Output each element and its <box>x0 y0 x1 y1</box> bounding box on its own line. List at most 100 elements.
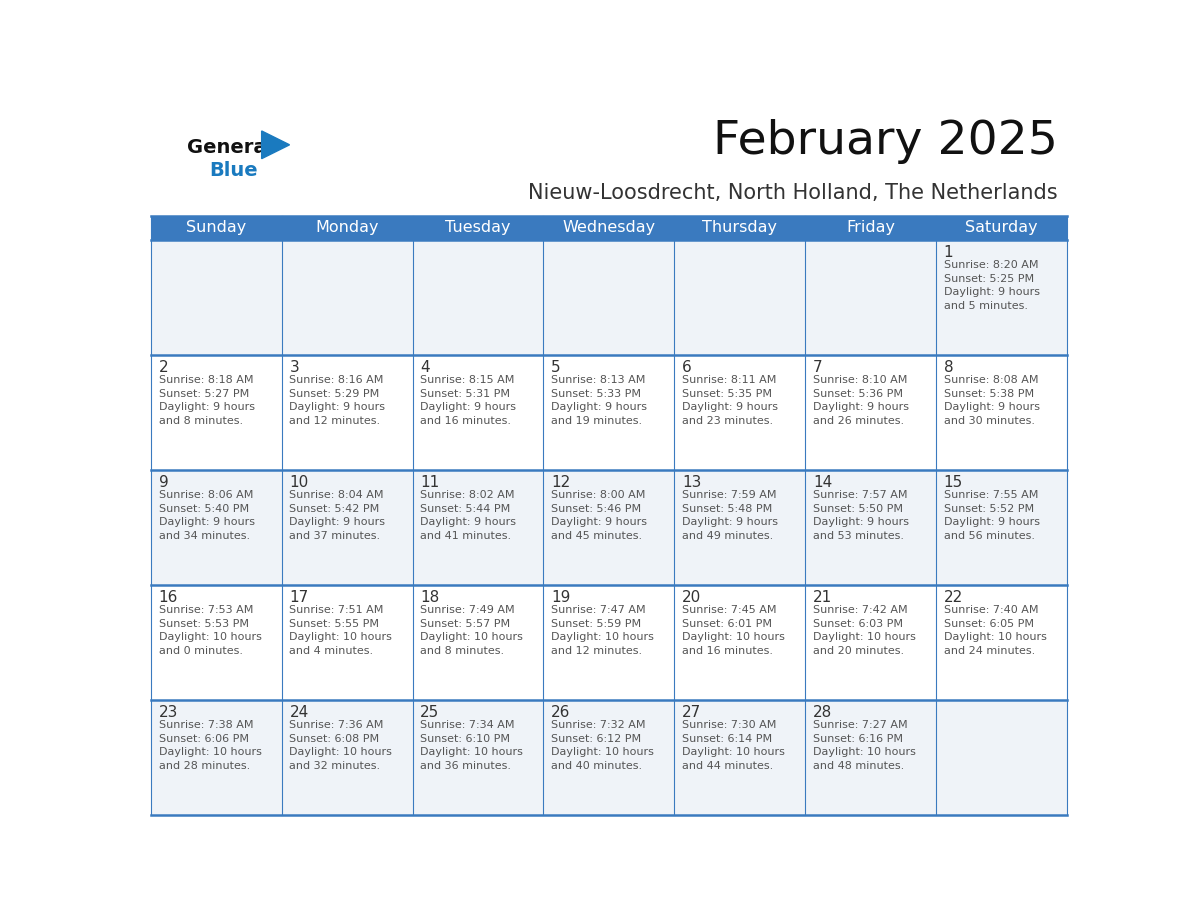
Text: Sunset: 5:59 PM: Sunset: 5:59 PM <box>551 619 642 629</box>
Bar <box>543 240 675 354</box>
Text: Sunset: 6:14 PM: Sunset: 6:14 PM <box>682 733 772 744</box>
Text: and 41 minutes.: and 41 minutes. <box>421 531 511 541</box>
Text: and 48 minutes.: and 48 minutes. <box>813 761 904 771</box>
Text: Daylight: 10 hours: Daylight: 10 hours <box>943 633 1047 643</box>
Bar <box>151 585 282 700</box>
Text: 19: 19 <box>551 590 570 605</box>
Text: and 5 minutes.: and 5 minutes. <box>943 301 1028 310</box>
Text: Sunset: 5:36 PM: Sunset: 5:36 PM <box>813 389 903 398</box>
Text: Saturday: Saturday <box>965 220 1038 236</box>
Text: 6: 6 <box>682 360 691 375</box>
Text: Daylight: 9 hours: Daylight: 9 hours <box>813 402 909 412</box>
Text: 9: 9 <box>158 475 169 490</box>
Text: Sunset: 6:12 PM: Sunset: 6:12 PM <box>551 733 642 744</box>
Text: Sunset: 6:05 PM: Sunset: 6:05 PM <box>943 619 1034 629</box>
Text: 20: 20 <box>682 590 701 605</box>
Text: Daylight: 9 hours: Daylight: 9 hours <box>551 402 647 412</box>
Text: Daylight: 9 hours: Daylight: 9 hours <box>813 518 909 527</box>
Text: 25: 25 <box>421 705 440 720</box>
Text: Sunrise: 7:45 AM: Sunrise: 7:45 AM <box>682 606 777 615</box>
Text: 14: 14 <box>813 475 832 490</box>
Text: Daylight: 9 hours: Daylight: 9 hours <box>290 518 385 527</box>
Bar <box>675 354 805 470</box>
Text: Daylight: 10 hours: Daylight: 10 hours <box>421 747 523 757</box>
Text: Sunrise: 8:13 AM: Sunrise: 8:13 AM <box>551 375 645 386</box>
Text: and 12 minutes.: and 12 minutes. <box>551 646 643 655</box>
Text: Sunrise: 8:10 AM: Sunrise: 8:10 AM <box>813 375 908 386</box>
Bar <box>412 700 543 814</box>
Text: Sunset: 5:46 PM: Sunset: 5:46 PM <box>551 504 642 514</box>
Text: Sunset: 6:08 PM: Sunset: 6:08 PM <box>290 733 379 744</box>
Text: and 8 minutes.: and 8 minutes. <box>421 646 505 655</box>
Text: Daylight: 10 hours: Daylight: 10 hours <box>551 633 655 643</box>
Bar <box>675 585 805 700</box>
Text: 8: 8 <box>943 360 954 375</box>
Text: Sunrise: 7:59 AM: Sunrise: 7:59 AM <box>682 490 777 500</box>
Text: 24: 24 <box>290 705 309 720</box>
Bar <box>151 470 282 585</box>
Text: Daylight: 10 hours: Daylight: 10 hours <box>682 747 785 757</box>
Bar <box>936 585 1067 700</box>
Text: 16: 16 <box>158 590 178 605</box>
Text: Sunset: 6:16 PM: Sunset: 6:16 PM <box>813 733 903 744</box>
Text: Daylight: 9 hours: Daylight: 9 hours <box>290 402 385 412</box>
Bar <box>412 585 543 700</box>
Bar <box>936 240 1067 354</box>
Text: Sunrise: 7:42 AM: Sunrise: 7:42 AM <box>813 606 908 615</box>
Text: 5: 5 <box>551 360 561 375</box>
Text: Sunset: 5:42 PM: Sunset: 5:42 PM <box>290 504 380 514</box>
Text: Sunset: 5:33 PM: Sunset: 5:33 PM <box>551 389 642 398</box>
Bar <box>675 470 805 585</box>
Text: Sunset: 5:55 PM: Sunset: 5:55 PM <box>290 619 379 629</box>
Text: Daylight: 9 hours: Daylight: 9 hours <box>682 402 778 412</box>
Text: Sunset: 5:53 PM: Sunset: 5:53 PM <box>158 619 248 629</box>
Text: Sunset: 5:40 PM: Sunset: 5:40 PM <box>158 504 248 514</box>
Text: Sunrise: 7:30 AM: Sunrise: 7:30 AM <box>682 721 777 731</box>
Text: 18: 18 <box>421 590 440 605</box>
Bar <box>282 470 412 585</box>
Text: Wednesday: Wednesday <box>562 220 656 236</box>
Text: 27: 27 <box>682 705 701 720</box>
Text: Sunrise: 8:18 AM: Sunrise: 8:18 AM <box>158 375 253 386</box>
Bar <box>282 585 412 700</box>
Text: Sunset: 5:27 PM: Sunset: 5:27 PM <box>158 389 248 398</box>
Text: Sunset: 5:57 PM: Sunset: 5:57 PM <box>421 619 511 629</box>
Text: Daylight: 10 hours: Daylight: 10 hours <box>290 633 392 643</box>
Text: Daylight: 9 hours: Daylight: 9 hours <box>943 402 1040 412</box>
Text: 26: 26 <box>551 705 570 720</box>
Text: Sunset: 5:38 PM: Sunset: 5:38 PM <box>943 389 1034 398</box>
Bar <box>412 240 543 354</box>
Text: and 8 minutes.: and 8 minutes. <box>158 416 242 426</box>
Text: 7: 7 <box>813 360 822 375</box>
Text: 17: 17 <box>290 590 309 605</box>
Text: and 12 minutes.: and 12 minutes. <box>290 416 380 426</box>
Text: 4: 4 <box>421 360 430 375</box>
Text: and 45 minutes.: and 45 minutes. <box>551 531 643 541</box>
Text: and 23 minutes.: and 23 minutes. <box>682 416 773 426</box>
Bar <box>282 354 412 470</box>
Text: 23: 23 <box>158 705 178 720</box>
Bar <box>412 354 543 470</box>
Text: and 19 minutes.: and 19 minutes. <box>551 416 643 426</box>
Text: General: General <box>188 138 273 157</box>
Text: Daylight: 9 hours: Daylight: 9 hours <box>943 287 1040 297</box>
Bar <box>412 470 543 585</box>
Text: 3: 3 <box>290 360 299 375</box>
Polygon shape <box>261 131 290 159</box>
Text: Sunrise: 8:02 AM: Sunrise: 8:02 AM <box>421 490 514 500</box>
Bar <box>805 585 936 700</box>
Text: and 26 minutes.: and 26 minutes. <box>813 416 904 426</box>
Bar <box>151 354 282 470</box>
Text: and 16 minutes.: and 16 minutes. <box>421 416 511 426</box>
Text: Daylight: 9 hours: Daylight: 9 hours <box>421 402 517 412</box>
Text: and 49 minutes.: and 49 minutes. <box>682 531 773 541</box>
Text: Daylight: 10 hours: Daylight: 10 hours <box>813 633 916 643</box>
Text: Daylight: 9 hours: Daylight: 9 hours <box>551 518 647 527</box>
Text: 21: 21 <box>813 590 832 605</box>
Text: and 44 minutes.: and 44 minutes. <box>682 761 773 771</box>
Bar <box>543 354 675 470</box>
Bar <box>543 700 675 814</box>
Text: February 2025: February 2025 <box>713 119 1057 164</box>
Bar <box>282 240 412 354</box>
Bar <box>151 240 282 354</box>
